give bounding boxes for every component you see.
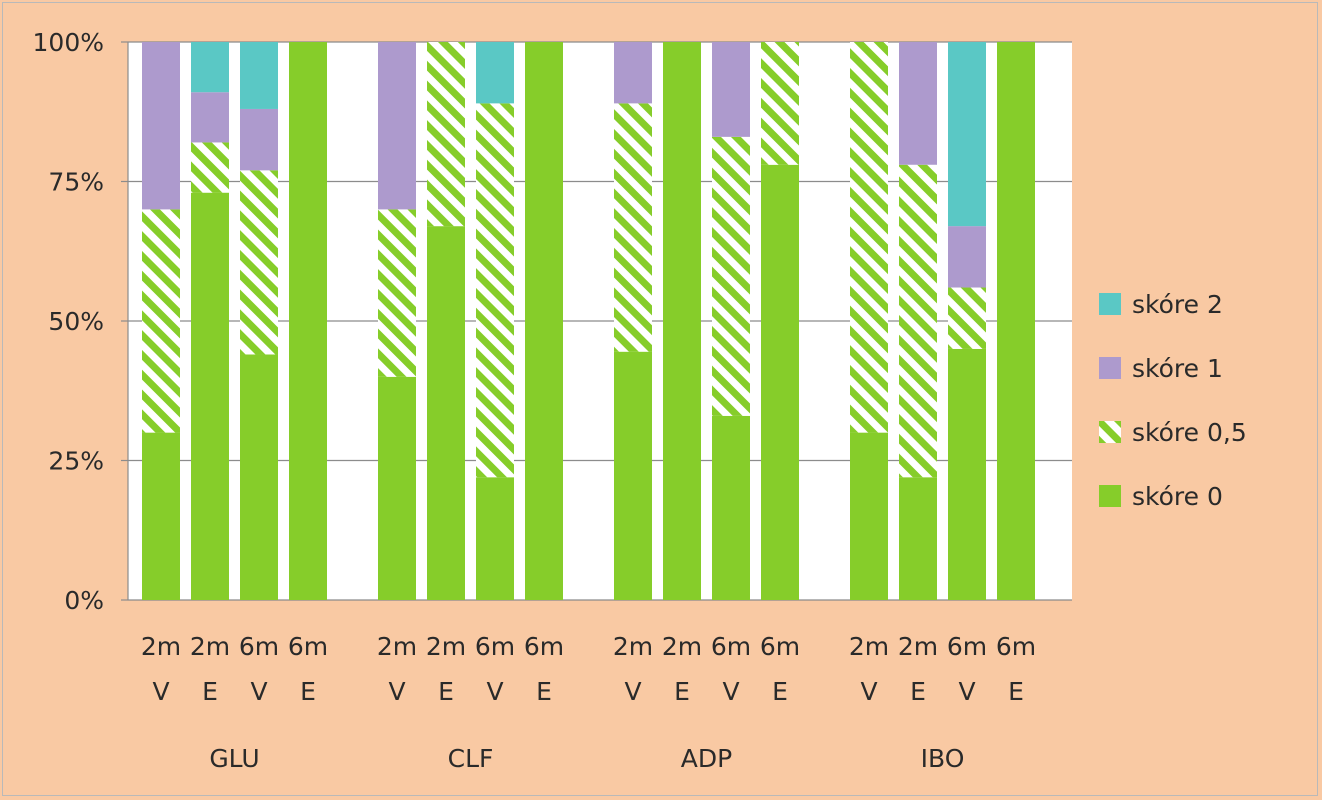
x-type-label: E	[910, 677, 926, 706]
x-group-label: ADP	[681, 744, 732, 773]
bar-segment	[240, 354, 278, 600]
bar-segment	[240, 42, 278, 109]
bar-segment	[142, 209, 180, 433]
bar-segment	[997, 42, 1035, 600]
x-time-label: 6m	[760, 632, 800, 661]
x-group-label: IBO	[921, 744, 965, 773]
bar-segment	[240, 170, 278, 355]
x-time-label: 6m	[996, 632, 1036, 661]
x-type-label: E	[300, 677, 316, 706]
x-time-label: 2m	[898, 632, 938, 661]
x-time-label: 6m	[288, 632, 328, 661]
bar-segment	[191, 192, 229, 600]
bar-segment	[948, 348, 986, 600]
bar-segment	[289, 42, 327, 600]
bar-segment	[476, 477, 514, 600]
y-tick-label: 0%	[64, 586, 104, 615]
bar-segment	[476, 42, 514, 104]
bar-segment	[850, 42, 888, 433]
x-type-label: E	[536, 677, 552, 706]
legend-label: skóre 0,5	[1132, 418, 1247, 447]
bar-segment	[614, 103, 652, 352]
legend-label: skóre 1	[1132, 354, 1223, 383]
bar-segment	[614, 42, 652, 104]
x-time-label: 6m	[239, 632, 279, 661]
bar-segment	[850, 432, 888, 600]
x-type-label: E	[1008, 677, 1024, 706]
bar-segment	[614, 351, 652, 600]
x-time-label: 2m	[662, 632, 702, 661]
legend-swatch	[1099, 357, 1121, 379]
x-type-label: V	[722, 677, 739, 706]
x-type-label: V	[250, 677, 267, 706]
x-time-label: 2m	[426, 632, 466, 661]
bar-segment	[191, 42, 229, 93]
legend-label: skóre 2	[1132, 290, 1223, 319]
bar-segment	[948, 287, 986, 349]
bar-segment	[525, 42, 563, 600]
x-time-label: 6m	[475, 632, 515, 661]
x-group-label: CLF	[448, 744, 494, 773]
x-type-label: E	[202, 677, 218, 706]
bar-segment	[378, 209, 416, 377]
x-time-label: 6m	[524, 632, 564, 661]
legend-swatch	[1099, 293, 1121, 315]
bar-segment	[712, 42, 750, 137]
bar-segment	[663, 42, 701, 600]
bar-segment	[899, 42, 937, 165]
x-time-label: 2m	[377, 632, 417, 661]
x-time-label: 2m	[849, 632, 889, 661]
y-tick-label: 25%	[48, 447, 104, 476]
bar-segment	[142, 42, 180, 210]
x-time-label: 6m	[711, 632, 751, 661]
bar-segment	[191, 142, 229, 193]
x-time-label: 2m	[141, 632, 181, 661]
x-time-label: 2m	[613, 632, 653, 661]
bar-segment	[761, 42, 799, 165]
x-time-label: 6m	[947, 632, 987, 661]
x-type-label: E	[772, 677, 788, 706]
bar-segment	[899, 477, 937, 600]
bar-segment	[191, 92, 229, 143]
y-tick-label: 100%	[33, 28, 104, 57]
bar-segment	[712, 415, 750, 600]
bar-segment	[378, 42, 416, 210]
y-tick-label: 75%	[48, 168, 104, 197]
x-group-label: GLU	[209, 744, 259, 773]
bar-segment	[948, 42, 986, 227]
bar-segment	[142, 432, 180, 600]
bar-segment	[899, 164, 937, 478]
bar-segment	[761, 164, 799, 600]
x-type-label: E	[438, 677, 454, 706]
x-type-label: V	[624, 677, 641, 706]
x-type-label: V	[958, 677, 975, 706]
legend-label: skóre 0	[1132, 482, 1223, 511]
bar-segment	[476, 103, 514, 478]
x-type-label: V	[860, 677, 877, 706]
y-tick-label: 50%	[48, 307, 104, 336]
bar-segment	[712, 136, 750, 416]
bar-segment	[240, 108, 278, 171]
x-time-label: 2m	[190, 632, 230, 661]
bar-segment	[427, 226, 465, 600]
x-type-label: E	[674, 677, 690, 706]
legend-swatch	[1099, 421, 1121, 443]
bar-segment	[948, 226, 986, 288]
bar-segment	[427, 42, 465, 227]
bar-segment	[378, 376, 416, 600]
legend-swatch	[1099, 485, 1121, 507]
x-type-label: V	[486, 677, 503, 706]
x-type-label: V	[152, 677, 169, 706]
x-type-label: V	[388, 677, 405, 706]
